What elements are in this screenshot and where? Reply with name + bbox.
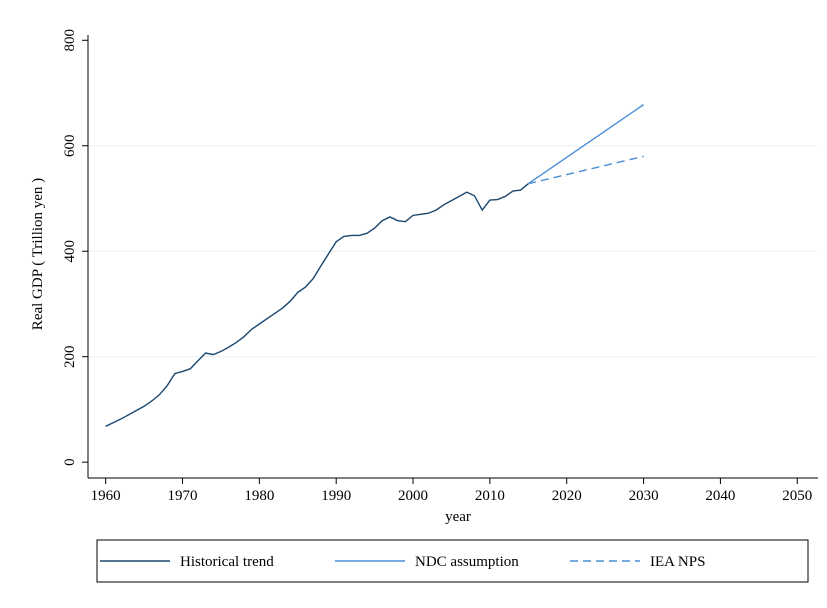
x-tick-label: 1960 <box>91 488 121 504</box>
y-tick-label: 600 <box>62 135 78 158</box>
legend-label: IEA NPS <box>650 554 705 570</box>
x-tick-label: 2030 <box>629 488 659 504</box>
x-tick-label: 2020 <box>552 488 582 504</box>
x-axis-label: year <box>445 509 471 525</box>
legend-box <box>96 539 809 583</box>
y-tick-label: 800 <box>62 29 78 52</box>
y-tick-label: 200 <box>62 345 78 368</box>
y-axis-label: Real GDP ( Trillion yen ) <box>30 178 46 330</box>
line <box>527 104 644 185</box>
line <box>528 155 644 185</box>
legend-label: Historical trend <box>180 554 274 570</box>
x-tick-label: 2000 <box>398 488 428 504</box>
x-tick-label: 2050 <box>782 488 812 504</box>
x-tick-label: 1980 <box>244 488 274 504</box>
x-tick-label: 1990 <box>321 488 351 504</box>
x-tick-label: 2040 <box>705 488 735 504</box>
line <box>105 183 529 427</box>
x-tick-label: 2010 <box>475 488 505 504</box>
y-tick-label: 400 <box>62 240 78 263</box>
y-tick-label: 0 <box>62 458 78 466</box>
legend-label: NDC assumption <box>415 554 519 570</box>
x-tick-label: 1970 <box>168 488 198 504</box>
